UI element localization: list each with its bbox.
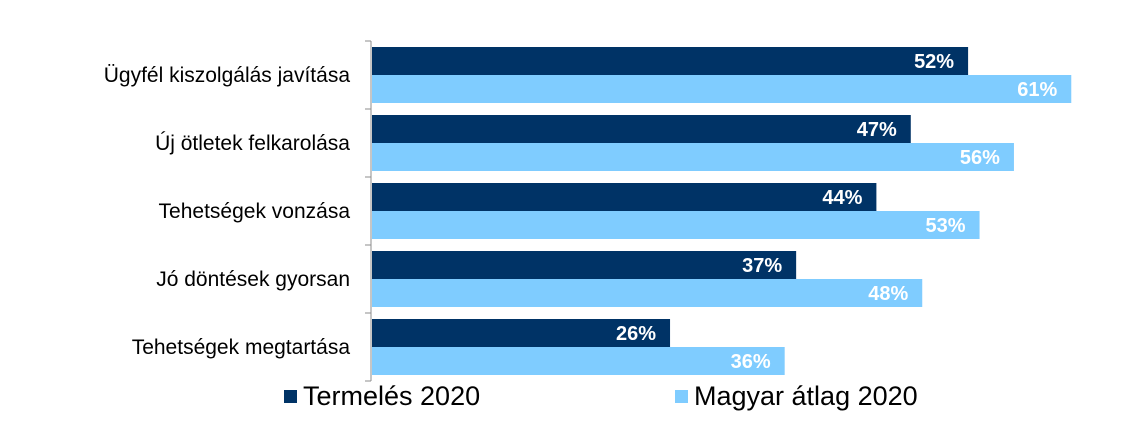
- legend-swatch-termeles: [284, 390, 297, 403]
- category-label: Jó döntések gyorsan: [156, 268, 350, 291]
- data-label: 47%: [857, 119, 897, 141]
- legend: Termelés 2020 Magyar átlag 2020: [0, 381, 1147, 417]
- bar: [372, 251, 797, 279]
- bar: [372, 183, 877, 211]
- bar: [372, 347, 785, 375]
- data-label: 36%: [731, 351, 771, 373]
- bar: [372, 115, 911, 143]
- bar: [372, 47, 969, 75]
- bar: [372, 319, 671, 347]
- data-label: 61%: [1017, 79, 1057, 101]
- data-label: 44%: [822, 187, 862, 209]
- data-label: 56%: [960, 147, 1000, 169]
- legend-label-magyar-atlag: Magyar átlag 2020: [694, 381, 918, 411]
- category-label: Tehetségek vonzása: [159, 200, 351, 223]
- legend-swatch-magyar-atlag: [675, 390, 688, 403]
- data-label: 52%: [914, 51, 954, 73]
- category-label: Ügyfél kiszolgálás javítása: [104, 64, 351, 87]
- data-label: 53%: [926, 215, 966, 237]
- bar: [372, 279, 923, 307]
- category-label: Tehetségek megtartása: [132, 336, 351, 359]
- bar: [372, 211, 980, 239]
- data-label: 37%: [742, 255, 782, 277]
- bar: [372, 75, 1072, 103]
- data-label: 26%: [616, 323, 656, 345]
- legend-item-termeles: Termelés 2020: [284, 381, 480, 412]
- legend-label-termeles: Termelés 2020: [303, 381, 481, 411]
- bar: [372, 143, 1014, 171]
- legend-item-magyar-atlag: Magyar átlag 2020: [675, 381, 918, 412]
- category-label: Új ötletek felkarolása: [155, 132, 350, 155]
- data-label: 48%: [868, 283, 908, 305]
